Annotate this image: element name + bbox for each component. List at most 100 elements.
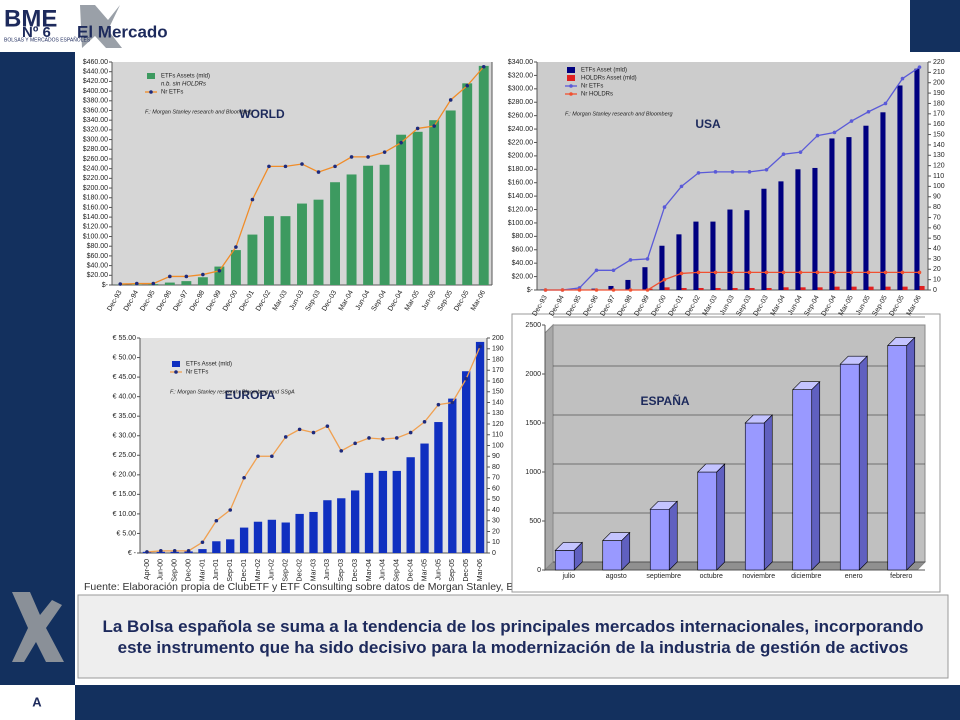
message-box	[77, 594, 949, 679]
line-marker	[214, 518, 219, 523]
y-tick-label: $20.00	[512, 273, 534, 280]
y2-tick-label: 120	[492, 421, 504, 428]
y2-tick-label: 60	[933, 225, 941, 232]
bar	[715, 287, 721, 290]
x-tick-label: octubre	[700, 573, 723, 580]
bar	[230, 250, 241, 285]
y2-tick-label: 50	[492, 496, 500, 503]
bar	[379, 164, 390, 285]
line-marker	[798, 150, 803, 154]
bar	[744, 210, 750, 290]
line-marker	[432, 124, 436, 128]
bar	[664, 287, 670, 290]
bar	[897, 85, 903, 291]
y2-tick-label: 90	[492, 453, 500, 460]
y2-tick-label: 170	[933, 111, 945, 118]
y2-tick-label: 110	[933, 173, 944, 180]
x-tick-label: Apr-00	[144, 559, 151, 580]
source-note: F.: Morgan Stanley research and Bloomber…	[145, 109, 253, 115]
bar	[267, 519, 277, 553]
y-tick-label: $80.00	[87, 243, 109, 250]
line-marker	[339, 449, 344, 453]
x-tick-label: Jun-01	[213, 559, 220, 581]
y2-tick-label: 110	[492, 432, 503, 439]
y-tick-label: € 10.00	[113, 511, 136, 518]
line-marker	[353, 441, 357, 446]
bar	[181, 281, 192, 285]
y2-tick-label: 180	[933, 100, 945, 107]
bar	[880, 112, 886, 290]
y-tick-label: $440.00	[83, 69, 108, 76]
bar-side	[668, 500, 678, 571]
y-tick-label: $140.00	[508, 193, 533, 200]
line-marker	[118, 282, 123, 286]
x-tick-label: diciembre	[791, 573, 821, 580]
line-marker	[448, 98, 453, 102]
line-marker	[543, 288, 548, 292]
y2-tick-label: 70	[933, 214, 941, 221]
line-marker	[465, 83, 470, 88]
bar	[212, 541, 221, 553]
line-marker	[781, 270, 786, 275]
y2-tick-label: 30	[933, 256, 941, 263]
y2-tick-label: 80	[492, 464, 500, 471]
bar	[554, 550, 575, 571]
plot-floor	[543, 561, 927, 571]
bar	[817, 287, 823, 290]
y2-tick-label: 100	[492, 442, 504, 449]
bar	[253, 521, 263, 553]
y-tick-label: $320.00	[83, 127, 108, 134]
y2-tick-label: 40	[492, 507, 500, 514]
y2-tick-label: 120	[933, 162, 945, 169]
x-tick-label: Dec-04	[408, 559, 415, 582]
bar	[649, 508, 670, 571]
bar	[834, 286, 840, 290]
y-tick-label: $340.00	[83, 117, 108, 124]
y2-tick-label: 0	[933, 287, 937, 294]
plot-back	[552, 324, 926, 563]
y2-tick-label: 190	[492, 346, 504, 353]
y2-tick-label: 200	[492, 335, 504, 342]
bar	[863, 125, 869, 291]
line-marker	[228, 508, 233, 512]
x-tick-label: Dec-03	[352, 559, 359, 582]
line-marker	[764, 270, 769, 275]
legend-label: Nr HOLDRs	[581, 92, 613, 98]
line-marker	[201, 272, 205, 277]
legend-marker	[569, 92, 573, 96]
line-marker	[186, 549, 191, 553]
y-tick-label: $120.00	[83, 224, 108, 231]
line-marker	[611, 268, 616, 273]
line-marker	[478, 344, 482, 349]
bar	[642, 267, 648, 290]
logo-x	[80, 5, 122, 48]
bar	[608, 285, 614, 290]
line-marker	[134, 281, 139, 286]
x-tick-label: Dec-02	[296, 559, 303, 582]
bar	[783, 287, 789, 290]
y-tick-label: $60.00	[512, 247, 534, 254]
bar	[697, 471, 718, 571]
bar	[710, 221, 716, 290]
y2-tick-label: 40	[933, 245, 941, 252]
line-marker	[679, 184, 684, 189]
y-tick-label: $380.00	[83, 98, 108, 105]
bar	[868, 286, 874, 290]
line-marker	[316, 170, 321, 174]
bar	[659, 245, 665, 290]
y-tick-label: 1000	[525, 469, 541, 476]
legend-swatch	[147, 73, 155, 79]
y-tick-label: $260.00	[83, 156, 108, 163]
y-tick-label: $240.00	[508, 126, 533, 133]
line-marker	[917, 270, 922, 275]
bar	[681, 287, 687, 290]
y-tick-label: $40.00	[512, 260, 534, 267]
bar-side	[906, 336, 916, 571]
y-tick-label: 2500	[525, 322, 541, 329]
y-tick-label: $320.00	[508, 72, 533, 79]
y-tick-label: $340.00	[508, 59, 533, 66]
bar-side	[763, 414, 773, 571]
line-marker	[366, 155, 370, 159]
line-marker	[764, 167, 769, 172]
y-tick-label: $240.00	[83, 165, 108, 172]
